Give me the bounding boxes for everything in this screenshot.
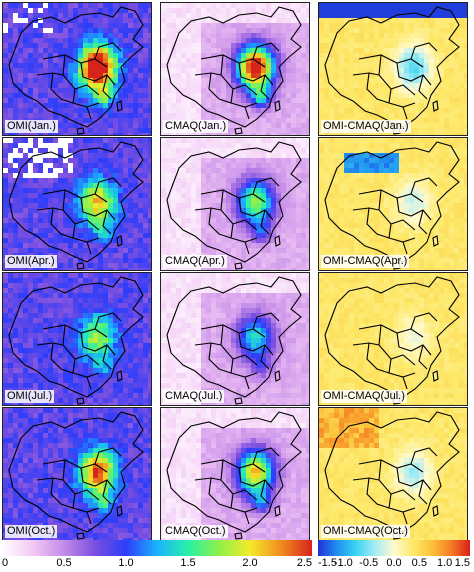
map-diff-apr (319, 138, 467, 270)
panel-label: OMI(Jan.) (5, 120, 58, 133)
field-cells (319, 408, 467, 540)
province-boundaries (324, 141, 460, 270)
panel-label: CMAQ(Apr.) (163, 255, 227, 268)
field-cells (161, 138, 309, 270)
field-cells (319, 3, 467, 135)
difference-colorbar-tick: 1.5 (454, 557, 470, 569)
map-cmaq-jan (161, 3, 309, 135)
map-panel-cmaq-jan: CMAQ(Jan.) (160, 2, 310, 136)
column-colorbar-tick: 1.0 (118, 557, 134, 569)
province-boundaries (166, 6, 302, 135)
map-panel-diff-jul: OMI-CMAQ(Jul.) (318, 272, 468, 406)
difference-colorbar-tick: 0.0 (386, 557, 402, 569)
difference-colorbar-tick: -0.5 (359, 557, 379, 569)
panel-label: OMI(Jul.) (5, 390, 55, 403)
province-boundaries (324, 411, 460, 540)
map-omi-jan (3, 3, 151, 135)
field-cells (161, 408, 309, 540)
field-cells (3, 408, 151, 540)
panel-label: OMI(Oct.) (5, 525, 58, 538)
map-panel-cmaq-oct: CMAQ(Oct.) (160, 407, 310, 541)
column-colorbar-tick: 0.5 (56, 557, 72, 569)
field-cells (3, 138, 151, 270)
map-cmaq-jul (161, 273, 309, 405)
map-diff-jul (319, 273, 467, 405)
map-cmaq-apr (161, 138, 309, 270)
map-omi-jul (3, 273, 151, 405)
panel-label: CMAQ(Oct.) (163, 525, 228, 538)
map-cmaq-oct (161, 408, 309, 540)
difference-colorbar-ticks: -1.5 -1.0 -0.5 0.0 0.5 1.0 1.5 (318, 557, 470, 571)
difference-colorbar (318, 540, 470, 556)
map-panel-cmaq-jul: CMAQ(Jul.) (160, 272, 310, 406)
panel-label: CMAQ(Jul.) (163, 390, 225, 403)
province-boundaries (166, 411, 302, 540)
field-cells (319, 138, 467, 270)
panel-label: OMI(Apr.) (5, 255, 57, 268)
panel-label: OMI-CMAQ(Jan.) (321, 120, 411, 133)
difference-colorbar-tick: 0.5 (411, 557, 427, 569)
field-cells (3, 273, 151, 405)
province-boundaries (324, 276, 460, 405)
difference-colorbar-tick: -1.0 (333, 557, 353, 569)
column-colorbar-tick: 2.0 (242, 557, 258, 569)
map-omi-apr (3, 138, 151, 270)
column-colorbar-tick: 1.5 (180, 557, 196, 569)
map-panel-omi-oct: OMI(Oct.) (2, 407, 152, 541)
map-diff-jan (319, 3, 467, 135)
panel-label: OMI-CMAQ(Apr.) (321, 255, 410, 268)
column-colorbar-ticks: 0 0.5 1.0 1.5 2.0 2.5 (2, 557, 312, 571)
field-cells (161, 273, 309, 405)
panel-label: CMAQ(Jan.) (163, 120, 229, 133)
map-panel-diff-jan: OMI-CMAQ(Jan.) (318, 2, 468, 136)
field-cells (319, 273, 467, 405)
province-boundaries (8, 276, 144, 405)
province-boundaries (324, 6, 460, 135)
map-panel-diff-oct: OMI-CMAQ(Oct.) (318, 407, 468, 541)
map-diff-oct (319, 408, 467, 540)
map-panel-diff-apr: OMI-CMAQ(Apr.) (318, 137, 468, 271)
difference-colorbar-tick: -1.5 (318, 557, 337, 569)
column-colorbar (2, 540, 312, 556)
province-boundaries (8, 141, 144, 270)
field-cells (3, 3, 151, 135)
map-panel-omi-apr: OMI(Apr.) (2, 137, 152, 271)
panel-label: OMI-CMAQ(Oct.) (321, 525, 410, 538)
province-boundaries (166, 141, 302, 270)
difference-colorbar-tick: 1.0 (437, 557, 453, 569)
column-colorbar-tick: 0 (2, 557, 9, 569)
field-cells (161, 3, 309, 135)
province-boundaries (8, 6, 144, 135)
panel-label: OMI-CMAQ(Jul.) (321, 390, 407, 403)
column-colorbar-tick: 2.5 (296, 557, 312, 569)
map-panel-cmaq-apr: CMAQ(Apr.) (160, 137, 310, 271)
map-omi-oct (3, 408, 151, 540)
province-boundaries (166, 276, 302, 405)
map-panel-omi-jul: OMI(Jul.) (2, 272, 152, 406)
map-panel-omi-jan: OMI(Jan.) (2, 2, 152, 136)
province-boundaries (8, 411, 144, 540)
